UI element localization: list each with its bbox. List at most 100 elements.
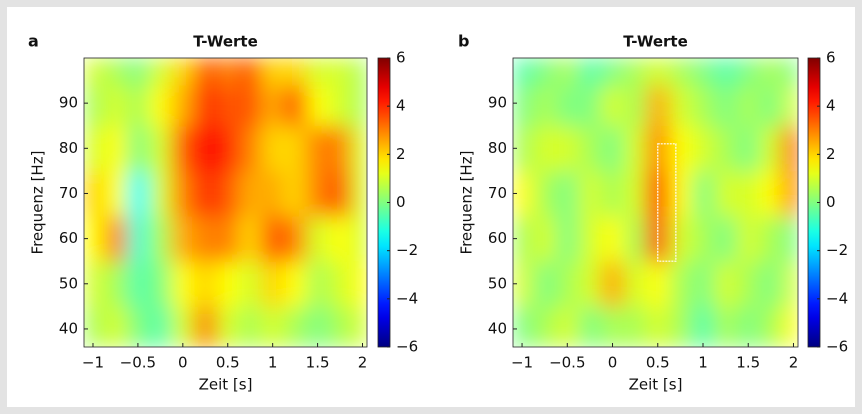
panel-label: a	[28, 32, 39, 51]
heatmap-cell	[513, 170, 534, 217]
heatmap-cell	[149, 216, 173, 262]
heatmap-cell	[283, 216, 307, 262]
heatmap-cell	[759, 125, 783, 172]
heatmap-cell	[578, 216, 602, 262]
heatmap-cell	[84, 85, 105, 127]
heatmap-cell	[171, 306, 195, 347]
heatmap-cell	[533, 85, 557, 127]
heatmap-cell	[759, 58, 783, 86]
heatmap-cell	[555, 125, 580, 172]
heatmap-cell	[578, 125, 602, 172]
heatmap-cell	[104, 216, 128, 262]
heatmap-cell	[736, 58, 761, 86]
heatmap-cell	[759, 261, 783, 307]
heatmap-cell	[149, 125, 173, 172]
heatmap-cell	[84, 261, 105, 307]
x-tick-label: 2	[789, 354, 799, 372]
colorbar-tick-label: 6	[396, 49, 406, 67]
heatmap-cell	[533, 58, 557, 86]
heatmap-cell	[216, 58, 240, 86]
heatmap-cell	[759, 85, 783, 127]
y-tick-label: 80	[59, 139, 78, 157]
heatmap-cell	[104, 261, 128, 307]
heatmap-cell	[238, 261, 262, 307]
x-tick-label: 0	[178, 354, 188, 372]
y-tick-label: 60	[488, 229, 507, 247]
heatmap-cell	[328, 216, 352, 262]
heatmap-cell	[283, 261, 307, 307]
colorbar-tick-label: −2	[826, 241, 848, 259]
heatmap-cell	[513, 58, 534, 86]
heatmap-cell	[714, 261, 738, 307]
heatmap-cell	[691, 58, 715, 86]
heatmap-cell	[691, 216, 715, 262]
heatmap-cell	[261, 85, 285, 127]
heatmap-cell	[555, 170, 580, 217]
heatmap-cell	[533, 170, 557, 217]
heatmap-cell	[194, 170, 218, 217]
heatmap-cell	[283, 85, 307, 127]
heatmap-cell	[782, 85, 798, 127]
heatmap-cell	[601, 125, 625, 172]
heatmap-cell	[171, 170, 195, 217]
heatmap-cell	[261, 58, 285, 86]
heatmap-cell	[736, 170, 761, 217]
heatmap-cell	[84, 216, 105, 262]
heatmap-cell	[601, 58, 625, 86]
heatmap-cell	[328, 261, 352, 307]
axes-frame	[512, 57, 799, 348]
y-tick-label: 90	[59, 94, 78, 112]
heatmap-cell	[555, 261, 580, 307]
colorbar-tick-label: −4	[826, 289, 848, 307]
heatmap-cell	[555, 306, 580, 347]
heatmap-cell	[623, 170, 647, 217]
heatmap-cell	[646, 261, 670, 307]
heatmap-cell	[623, 216, 647, 262]
heatmap-cell	[351, 85, 367, 127]
heatmap-cell	[555, 85, 580, 127]
heatmap-cell	[601, 306, 625, 347]
y-axis-label: Frequenz [Hz]	[29, 151, 47, 255]
heatmap-cell	[194, 125, 218, 172]
heatmap-cell	[238, 85, 262, 127]
plot-area	[513, 58, 798, 347]
y-tick-label: 60	[59, 229, 78, 247]
region-of-interest	[657, 143, 677, 262]
plot-area	[84, 58, 367, 347]
x-tick-label: −1	[82, 354, 104, 372]
heatmap-cell	[261, 170, 285, 217]
y-tick-label: 90	[488, 94, 507, 112]
heatmap-cells	[84, 58, 367, 347]
colorbar-tick-label: −2	[396, 241, 418, 259]
heatmap-cell	[126, 261, 150, 307]
heatmap-cell	[238, 58, 262, 86]
x-tick-label: 1	[698, 354, 708, 372]
heatmap-cell	[216, 85, 240, 127]
heatmap-cell	[601, 85, 625, 127]
x-tick-label: 1.5	[306, 354, 330, 372]
heatmap-cell	[171, 261, 195, 307]
heatmap-cell	[601, 261, 625, 307]
heatmap-cell	[759, 216, 783, 262]
chart-title: T-Werte	[193, 33, 258, 51]
x-tick-label: −1	[511, 354, 533, 372]
heatmap-cell	[646, 306, 670, 347]
colorbar-tick-label: −6	[826, 338, 848, 356]
heatmap-cell	[669, 216, 693, 262]
heatmap-cell	[306, 125, 330, 172]
heatmap-cell	[84, 170, 105, 217]
heatmap-cell	[714, 170, 738, 217]
heatmap-cell	[171, 85, 195, 127]
heatmap-cell	[578, 58, 602, 86]
heatmap-cell	[646, 125, 670, 172]
heatmap-cell	[513, 85, 534, 127]
colorbar-tick-label: 6	[826, 49, 836, 67]
heatmap-cell	[306, 261, 330, 307]
heatmap-cell	[533, 125, 557, 172]
colorbar-tick-label: 2	[396, 145, 406, 163]
heatmap-cell	[533, 216, 557, 262]
heatmap-cell	[328, 58, 352, 86]
heatmap-cell	[328, 85, 352, 127]
heatmap-cell	[194, 261, 218, 307]
